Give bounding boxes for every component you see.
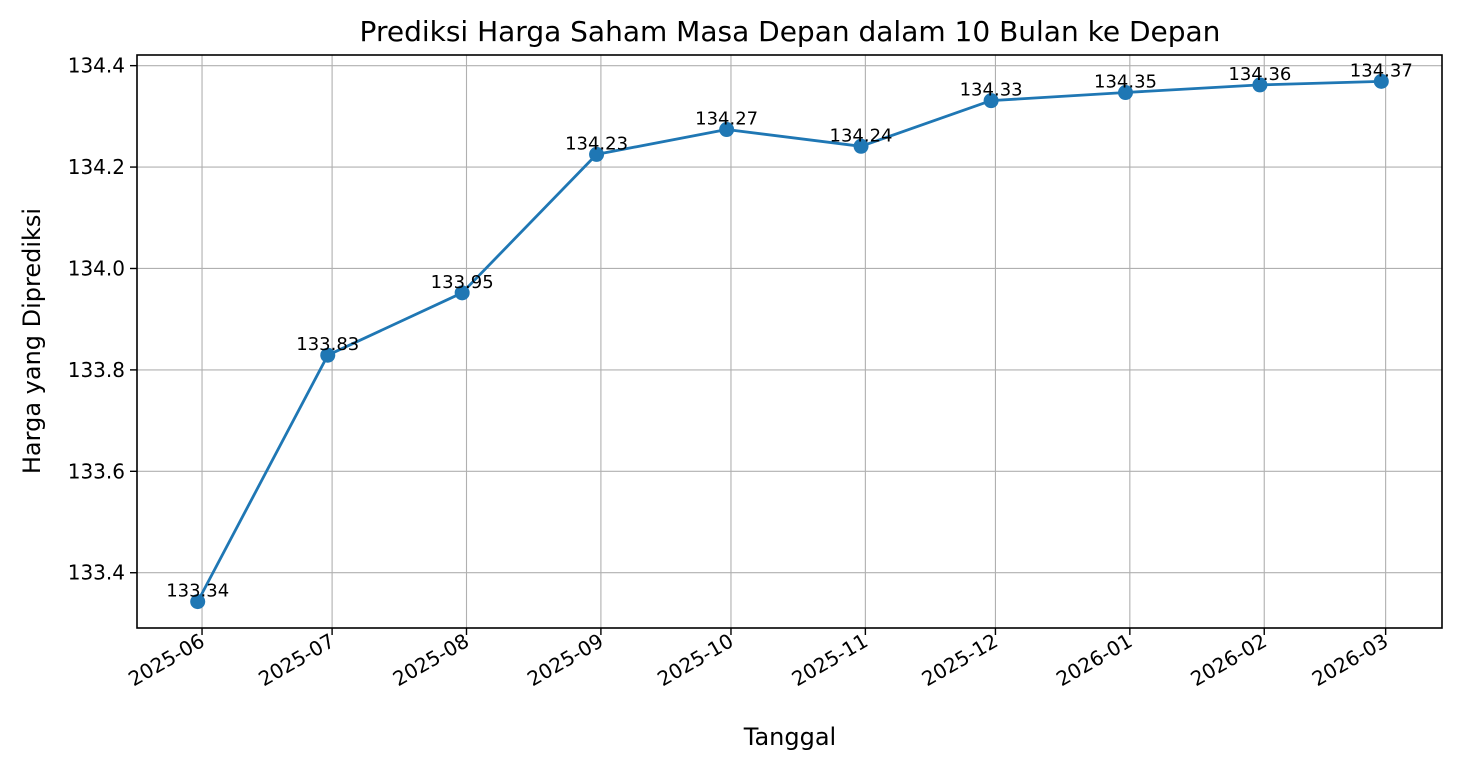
chart-title: Prediksi Harga Saham Masa Depan dalam 10… [360, 15, 1221, 48]
x-tick-label: 2026-02 [1186, 629, 1270, 692]
x-tick-label: 2025-10 [653, 629, 737, 692]
data-point [190, 594, 206, 610]
x-tick-label: 2025-06 [124, 629, 208, 692]
x-tick-label: 2025-09 [523, 629, 607, 692]
data-label: 134.33 [960, 80, 1023, 101]
y-axis-label: Harga yang Diprediksi [18, 208, 46, 474]
x-tick-label: 2025-08 [389, 629, 473, 692]
x-axis-ticks: 2025-06 2025-07 2025-08 2025-09 2025-10 2025-… [124, 628, 1392, 691]
x-tick-label: 2026-01 [1052, 629, 1136, 692]
series-line [196, 80, 1382, 603]
data-point [1252, 77, 1268, 93]
data-label: 134.24 [830, 125, 893, 146]
data-point [320, 347, 336, 363]
series-line-group [196, 80, 1382, 603]
x-tick-label: 2025-12 [918, 629, 1002, 692]
data-point [719, 122, 735, 138]
data-label: 134.37 [1350, 60, 1413, 81]
plot-area-frame [136, 54, 1443, 629]
data-point [454, 285, 470, 301]
data-point [983, 93, 999, 109]
y-tick-label: 134.2 [68, 155, 125, 179]
data-label: 134.27 [695, 109, 758, 130]
y-tick-label: 134.4 [68, 54, 125, 78]
y-axis-ticks: 133.4 133.6 133.8 134.0 134.2 134.4 [68, 54, 137, 585]
data-label: 133.34 [166, 581, 229, 602]
data-point [1373, 73, 1389, 89]
data-label: 133.83 [296, 334, 359, 355]
data-labels: 133.34 133.83 133.95 134.23 134.27 134.24 134.… [166, 60, 1413, 601]
data-label: 134.35 [1094, 72, 1157, 93]
x-axis-label: Tanggal [743, 723, 836, 751]
y-tick-label: 134.0 [68, 256, 125, 280]
data-label: 134.23 [565, 133, 628, 154]
data-point [589, 146, 605, 162]
series-markers [190, 73, 1389, 610]
data-label: 133.95 [431, 272, 494, 293]
x-tick-label: 2025-07 [254, 629, 338, 692]
data-point [853, 138, 869, 154]
y-tick-label: 133.8 [68, 358, 125, 382]
y-tick-label: 133.6 [68, 459, 125, 483]
y-tick-label: 133.4 [68, 561, 125, 585]
x-tick-label: 2025-11 [787, 629, 871, 692]
x-tick-label: 2026-03 [1308, 629, 1392, 692]
data-label: 134.36 [1228, 64, 1291, 85]
data-point [1118, 85, 1134, 101]
